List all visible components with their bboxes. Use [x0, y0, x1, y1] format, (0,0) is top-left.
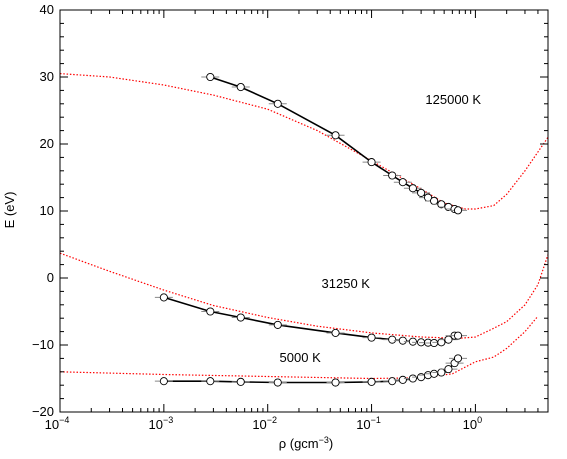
data-point	[331, 131, 340, 140]
data-point	[331, 328, 340, 337]
data-point	[437, 368, 446, 377]
temperature-label: 5000 K	[280, 350, 322, 365]
data-point	[453, 206, 463, 215]
data-point	[398, 178, 407, 187]
x-tick-label: 10−2	[252, 415, 277, 432]
data-point	[437, 200, 446, 209]
data-point	[273, 99, 282, 108]
model-curve	[59, 315, 539, 380]
data-point	[430, 338, 439, 348]
simulation-series	[201, 72, 468, 215]
data-point	[444, 365, 453, 374]
x-tick-label: 100	[463, 415, 482, 432]
data-point	[236, 83, 245, 92]
data-point	[367, 158, 376, 167]
y-tick-label: 40	[40, 2, 54, 17]
y-tick-label: 10	[40, 203, 54, 218]
data-point	[430, 369, 439, 378]
data-point	[453, 331, 463, 340]
annotations: 125000 K 31250 K 5000 K	[280, 92, 482, 365]
simulation-series	[154, 293, 468, 348]
data-point	[408, 374, 417, 383]
data-point	[408, 184, 417, 193]
data-point	[437, 338, 446, 347]
data-point	[398, 375, 407, 384]
data-point	[273, 320, 282, 329]
data-point	[206, 72, 215, 82]
y-tick-label: 0	[47, 270, 54, 285]
data-point	[236, 313, 245, 322]
y-tick-label: 20	[40, 136, 54, 151]
temperature-label: 125000 K	[425, 92, 481, 107]
y-axis-title: E (eV)	[2, 192, 17, 229]
model-curve	[59, 252, 549, 339]
y-tick-label: −20	[32, 404, 54, 419]
data-point	[388, 171, 397, 180]
data-point	[206, 307, 215, 316]
data-point	[417, 188, 426, 197]
data-point	[331, 378, 340, 387]
y-tick-label: 30	[40, 69, 54, 84]
data-point	[388, 377, 397, 386]
data-point	[398, 336, 407, 345]
data-point	[159, 293, 168, 302]
x-tick-label: 10−3	[148, 415, 173, 432]
data-point	[388, 335, 397, 344]
data-point	[408, 337, 417, 346]
axis-ticks: −20 −10 0 10 20 30 40 10−4 10−3 10−2 10−1 100	[32, 2, 549, 432]
data-point	[206, 377, 215, 386]
data-point	[367, 333, 376, 342]
temperature-label: 31250 K	[322, 276, 371, 291]
simulation-series	[154, 354, 468, 387]
x-tick-label: 10−1	[356, 415, 381, 432]
data-point	[159, 377, 168, 386]
data-point	[453, 354, 463, 363]
data-point	[430, 196, 439, 205]
x-axis-title: ρ (gcm−3)	[279, 435, 334, 451]
data-point	[236, 377, 245, 386]
data-point	[273, 378, 282, 387]
x-tick-label: 10−4	[45, 415, 70, 432]
model-curves	[59, 73, 549, 380]
y-tick-label: −10	[32, 337, 54, 352]
data-point	[367, 377, 376, 386]
data-point	[417, 373, 426, 382]
simulation-series	[154, 72, 468, 387]
